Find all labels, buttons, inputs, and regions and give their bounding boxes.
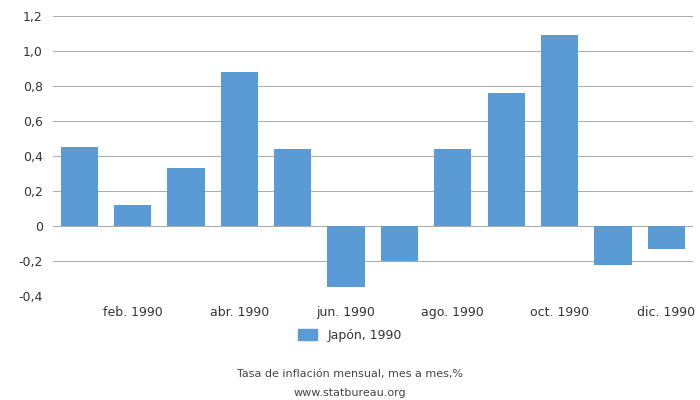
Bar bbox=[114, 205, 151, 226]
Text: Tasa de inflación mensual, mes a mes,%: Tasa de inflación mensual, mes a mes,% bbox=[237, 369, 463, 379]
Bar bbox=[487, 93, 525, 226]
Bar bbox=[167, 168, 204, 226]
Bar bbox=[541, 35, 578, 226]
Bar bbox=[274, 149, 312, 226]
Bar bbox=[648, 226, 685, 249]
Bar bbox=[60, 147, 98, 226]
Bar bbox=[328, 226, 365, 287]
Legend: Japón, 1990: Japón, 1990 bbox=[298, 329, 402, 342]
Text: www.statbureau.org: www.statbureau.org bbox=[294, 388, 406, 398]
Bar bbox=[381, 226, 418, 261]
Bar bbox=[594, 226, 631, 264]
Bar bbox=[434, 149, 472, 226]
Bar bbox=[220, 72, 258, 226]
